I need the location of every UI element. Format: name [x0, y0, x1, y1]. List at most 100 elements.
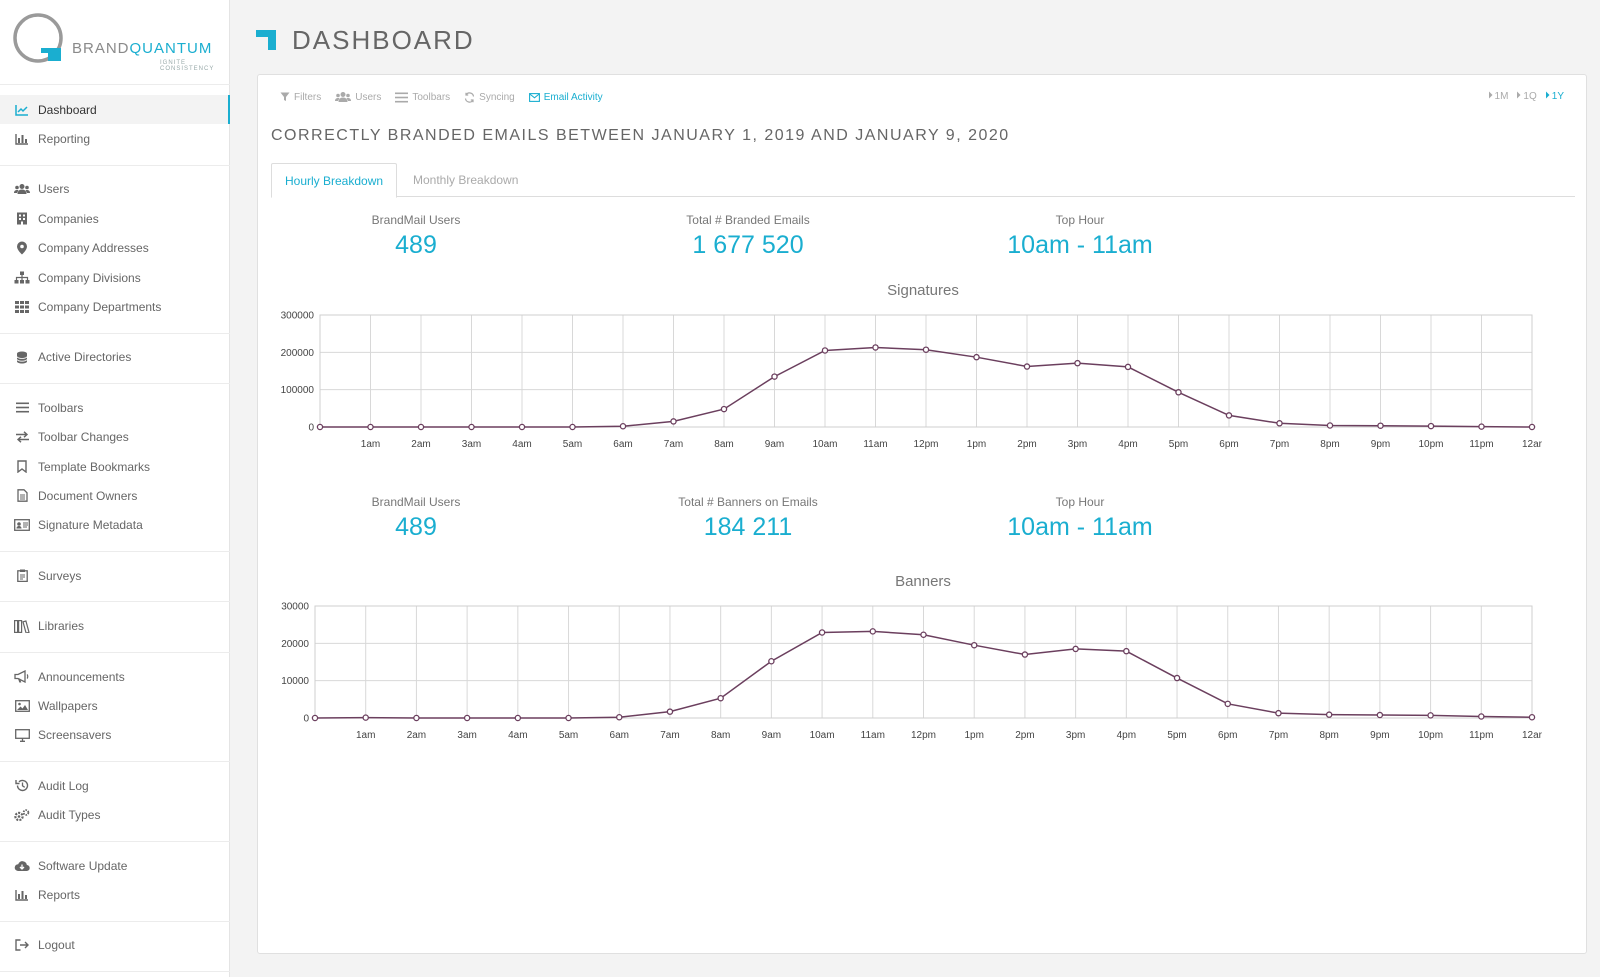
sidebar-item-company-addresses[interactable]: Company Addresses	[0, 234, 230, 263]
data-point[interactable]	[417, 423, 425, 431]
data-point[interactable]	[717, 694, 724, 702]
sidebar-item-label: Template Bookmarks	[38, 459, 151, 474]
x-tick-label: 8am	[711, 730, 730, 741]
data-point[interactable]	[367, 423, 374, 431]
toolbar-syncing[interactable]: Syncing	[464, 91, 515, 103]
data-point[interactable]	[1224, 700, 1232, 708]
range-1y[interactable]: 1Y	[1545, 91, 1564, 102]
caret-right-icon	[1516, 91, 1521, 102]
sidebar-item-signature-metadata[interactable]: Signature Metadata	[0, 511, 230, 540]
data-point[interactable]	[869, 628, 877, 635]
toolbar-email-activity[interactable]: Email Activity	[528, 91, 603, 103]
sidebar-item-reports[interactable]: Reports	[0, 880, 230, 909]
toolbar-users[interactable]: Users	[335, 91, 381, 103]
data-point[interactable]	[771, 373, 778, 380]
sidebar-item-company-divisions[interactable]: Company Divisions	[0, 263, 230, 292]
y-tick-label: 100000	[281, 385, 315, 396]
x-tick-label: 4am	[508, 730, 527, 741]
data-point[interactable]	[569, 423, 576, 431]
data-point[interactable]	[1528, 714, 1536, 721]
data-point[interactable]	[1124, 363, 1132, 371]
x-tick-label: 3am	[462, 439, 481, 450]
tab-hourly-breakdown[interactable]: Hourly Breakdown	[271, 163, 398, 198]
data-point[interactable]	[872, 344, 879, 351]
brand-logo[interactable]: BRANDQUANTUM IGNITE CONSISTENCY	[12, 12, 222, 72]
sidebar-item-document-owners[interactable]: Document Owners	[0, 481, 230, 510]
data-point[interactable]	[463, 714, 471, 722]
data-point[interactable]	[973, 353, 980, 361]
range-1q[interactable]: 1Q	[1516, 91, 1537, 102]
sidebar-item-toolbars[interactable]: Toolbars	[0, 393, 230, 422]
data-point[interactable]	[1123, 647, 1130, 655]
sidebar-item-screensavers[interactable]: Screensavers	[0, 721, 230, 750]
data-point[interactable]	[1023, 363, 1031, 370]
x-tick-label: 3pm	[1068, 439, 1087, 450]
data-point[interactable]	[920, 631, 927, 638]
data-point[interactable]	[565, 714, 572, 722]
data-point[interactable]	[1225, 412, 1233, 419]
sidebar-item-dashboard[interactable]: Dashboard	[0, 95, 230, 125]
sidebar-item-companies[interactable]: Companies	[0, 204, 230, 233]
sidebar-item-reporting[interactable]: Reporting	[0, 124, 230, 153]
toolbar-label: Filters	[294, 91, 322, 103]
data-point[interactable]	[1528, 423, 1536, 431]
data-point[interactable]	[316, 423, 324, 431]
sidebar-item-label: Company Departments	[38, 300, 162, 315]
sidebar-item-libraries[interactable]: Libraries	[0, 611, 230, 640]
data-point[interactable]	[1276, 420, 1283, 427]
data-point[interactable]	[413, 714, 420, 722]
x-tick-label: 2pm	[1015, 730, 1034, 741]
sidebar-item-users[interactable]: Users	[0, 175, 230, 204]
data-point[interactable]	[1376, 711, 1384, 719]
tab-monthly-breakdown[interactable]: Monthly Breakdown	[413, 173, 519, 187]
data-point[interactable]	[1325, 711, 1333, 718]
range-1m[interactable]: 1M	[1488, 91, 1508, 102]
sidebar-item-wallpapers[interactable]: Wallpapers	[0, 691, 230, 720]
data-point[interactable]	[1021, 651, 1029, 658]
cloud-download-icon	[14, 859, 30, 873]
data-point[interactable]	[1478, 713, 1485, 720]
data-point[interactable]	[970, 641, 978, 649]
sidebar-item-toolbar-changes[interactable]: Toolbar Changes	[0, 423, 230, 452]
sidebar-item-software-update[interactable]: Software Update	[0, 851, 230, 880]
data-point[interactable]	[615, 714, 623, 721]
sidebar-item-audit-types[interactable]: Audit Types	[0, 800, 230, 829]
data-point[interactable]	[821, 347, 829, 354]
title-accent-icon	[256, 30, 276, 50]
stat-label: Total # Banners on Emails	[678, 495, 818, 509]
data-point[interactable]	[922, 346, 930, 353]
stat-label: Total # Branded Emails	[686, 213, 810, 227]
sidebar-item-template-bookmarks[interactable]: Template Bookmarks	[0, 452, 230, 481]
x-tick-label: 1am	[361, 439, 380, 450]
sidebar-item-announcements[interactable]: Announcements	[0, 662, 230, 691]
data-point[interactable]	[670, 418, 677, 425]
sidebar-item-logout[interactable]: Logout	[0, 931, 230, 960]
toolbar-filters[interactable]: Filters	[280, 91, 321, 103]
data-point[interactable]	[1478, 423, 1485, 430]
data-point[interactable]	[514, 714, 522, 722]
data-point[interactable]	[1377, 422, 1384, 429]
data-point[interactable]	[818, 629, 826, 636]
data-point[interactable]	[619, 423, 627, 430]
data-point[interactable]	[311, 714, 319, 722]
data-point[interactable]	[468, 423, 475, 431]
sidebar-item-audit-log[interactable]: Audit Log	[0, 771, 230, 800]
data-point[interactable]	[1072, 645, 1079, 653]
toolbar-toolbars[interactable]: Toolbars	[395, 91, 450, 103]
sidebar-item-surveys[interactable]: Surveys	[0, 561, 230, 590]
data-point[interactable]	[1074, 359, 1081, 367]
data-point[interactable]	[1173, 674, 1181, 682]
data-point[interactable]	[1326, 422, 1334, 429]
data-point[interactable]	[362, 714, 369, 721]
data-point[interactable]	[768, 658, 775, 665]
data-point[interactable]	[1427, 712, 1434, 719]
data-point[interactable]	[1427, 422, 1435, 430]
sidebar-item-company-departments[interactable]: Company Departments	[0, 292, 230, 321]
stat-value: 489	[395, 231, 437, 259]
data-point[interactable]	[518, 423, 526, 431]
data-point[interactable]	[1175, 389, 1182, 396]
sidebar-item-active-directories[interactable]: Active Directories	[0, 343, 230, 372]
data-point[interactable]	[1275, 709, 1282, 717]
data-point[interactable]	[666, 708, 674, 715]
data-point[interactable]	[720, 405, 728, 413]
